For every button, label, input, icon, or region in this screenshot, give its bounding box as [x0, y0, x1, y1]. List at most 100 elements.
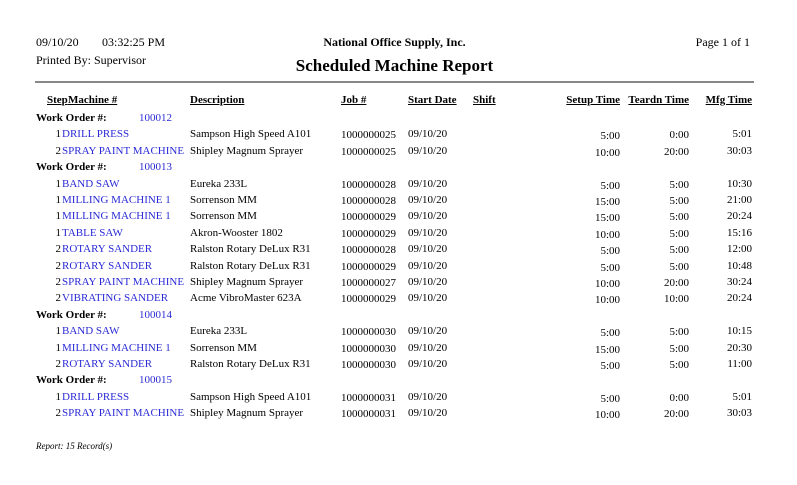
job-number: 1000000028 — [341, 178, 396, 191]
step-number: 2 — [55, 358, 62, 370]
machine-link[interactable]: BAND SAW — [62, 177, 120, 190]
machine-link[interactable]: ROTARY SANDER — [62, 259, 153, 272]
col-machine: Machine # — [68, 94, 118, 106]
step-number: 2 — [55, 243, 62, 256]
setup-time: 15:00 — [594, 343, 620, 356]
step-number: 1 — [55, 390, 62, 403]
setup-time: 10:00 — [594, 278, 620, 290]
step-number: 2 — [55, 292, 62, 305]
job-number: 1000000029 — [341, 260, 396, 273]
machine-description: Sampson High Speed A101 — [190, 390, 312, 403]
mfg-time: 20:24 — [726, 210, 752, 223]
setup-time: 10:00 — [594, 146, 620, 159]
machine-link[interactable]: ROTARY SANDER — [62, 243, 153, 256]
machine-link[interactable]: TABLE SAW — [62, 226, 123, 239]
report-title: Scheduled Machine Report — [295, 56, 494, 75]
mfg-time: 15:16 — [726, 226, 752, 239]
mfg-time: 12:00 — [726, 243, 752, 256]
teardown-time: 20:00 — [663, 277, 689, 289]
setup-time: 5:00 — [600, 360, 620, 372]
machine-description: Sorrenson MM — [190, 341, 257, 354]
start-date: 09/10/20 — [408, 259, 448, 272]
machine-link[interactable]: SPRAY PAINT MACHINE — [62, 407, 185, 420]
machine-description: Ralston Rotary DeLux R31 — [190, 358, 311, 370]
teardown-time: 5:00 — [669, 260, 689, 273]
machine-link[interactable]: MILLING MACHINE 1 — [62, 194, 171, 206]
col-teardown-time: Teardn Time — [628, 94, 689, 106]
setup-time: 5:00 — [600, 392, 620, 405]
machine-description: Sorrenson MM — [190, 194, 257, 206]
work-order-number-link[interactable]: 100015 — [139, 374, 172, 387]
printed-by: Printed By: Supervisor — [36, 53, 146, 67]
mfg-time: 10:30 — [726, 177, 752, 190]
teardown-time: 5:00 — [669, 244, 689, 257]
mfg-time: 5:01 — [732, 128, 752, 141]
step-number: 1 — [55, 325, 62, 338]
work-order-label: Work Order #: — [36, 112, 107, 124]
work-order-number-link[interactable]: 100013 — [139, 161, 172, 174]
col-start-date: Start Date — [408, 94, 457, 106]
start-date: 09/10/20 — [408, 341, 448, 354]
mfg-time: 20:24 — [726, 292, 752, 305]
work-order-label: Work Order #: — [36, 374, 107, 387]
step-number: 2 — [55, 407, 62, 420]
work-order-label: Work Order #: — [36, 161, 107, 174]
machine-description: Ralston Rotary DeLux R31 — [190, 243, 311, 256]
teardown-time: 5:00 — [669, 178, 689, 191]
col-description: Description — [190, 94, 245, 106]
job-number: 1000000025 — [341, 145, 396, 158]
setup-time: 10:00 — [594, 228, 620, 241]
start-date: 09/10/20 — [408, 407, 448, 420]
record-count: Report: 15 Record(s) — [36, 441, 113, 451]
teardown-time: 20:00 — [663, 145, 689, 158]
start-date: 09/10/20 — [408, 128, 448, 141]
machine-link[interactable]: MILLING MACHINE 1 — [62, 341, 171, 354]
machine-link[interactable]: DRILL PRESS — [62, 128, 130, 141]
teardown-time: 5:00 — [669, 211, 689, 224]
page-number: Page 1 of 1 — [695, 35, 750, 49]
teardown-time: 20:00 — [663, 408, 689, 421]
machine-link[interactable]: BAND SAW — [62, 325, 120, 338]
work-order-number-link[interactable]: 100014 — [139, 308, 172, 321]
mfg-time: 5:01 — [732, 390, 752, 403]
col-shift: Shift — [473, 94, 496, 106]
setup-time: 5:00 — [600, 261, 620, 274]
machine-link[interactable]: ROTARY SANDER — [62, 358, 153, 370]
teardown-time: 5:00 — [669, 227, 689, 240]
setup-time: 5:00 — [600, 327, 620, 340]
work-order-label: Work Order #: — [36, 308, 107, 321]
machine-link[interactable]: VIBRATING SANDER — [62, 292, 169, 305]
mfg-time: 30:03 — [726, 407, 752, 420]
step-number: 2 — [55, 276, 62, 288]
teardown-time: 0:00 — [669, 129, 689, 142]
setup-time: 15:00 — [594, 196, 620, 208]
start-date: 09/10/20 — [408, 177, 448, 190]
job-number: 1000000030 — [341, 342, 396, 355]
step-number: 2 — [55, 259, 62, 272]
job-number: 1000000028 — [341, 244, 396, 257]
start-date: 09/10/20 — [408, 325, 448, 338]
job-number: 1000000031 — [341, 408, 396, 421]
start-date: 09/10/20 — [408, 243, 448, 256]
job-number: 1000000028 — [341, 195, 396, 207]
header-divider — [35, 81, 754, 83]
machine-link[interactable]: DRILL PRESS — [62, 390, 130, 403]
step-number: 1 — [55, 194, 62, 206]
start-date: 09/10/20 — [408, 226, 448, 239]
machine-link[interactable]: SPRAY PAINT MACHINE — [62, 276, 185, 288]
work-order-number-link[interactable]: 100012 — [139, 112, 172, 124]
company-name: National Office Supply, Inc. — [323, 35, 466, 49]
teardown-time: 5:00 — [669, 359, 689, 371]
step-number: 1 — [55, 226, 62, 239]
col-step: Step — [47, 94, 68, 106]
step-number: 1 — [55, 128, 62, 141]
machine-description: Ralston Rotary DeLux R31 — [190, 259, 311, 272]
machine-link[interactable]: SPRAY PAINT MACHINE — [62, 144, 185, 157]
start-date: 09/10/20 — [408, 292, 448, 305]
machine-description: Akron-Wooster 1802 — [190, 226, 283, 239]
machine-description: Sorrenson MM — [190, 210, 257, 223]
start-date: 09/10/20 — [408, 144, 448, 157]
mfg-time: 30:24 — [726, 276, 752, 288]
machine-link[interactable]: MILLING MACHINE 1 — [62, 210, 171, 223]
